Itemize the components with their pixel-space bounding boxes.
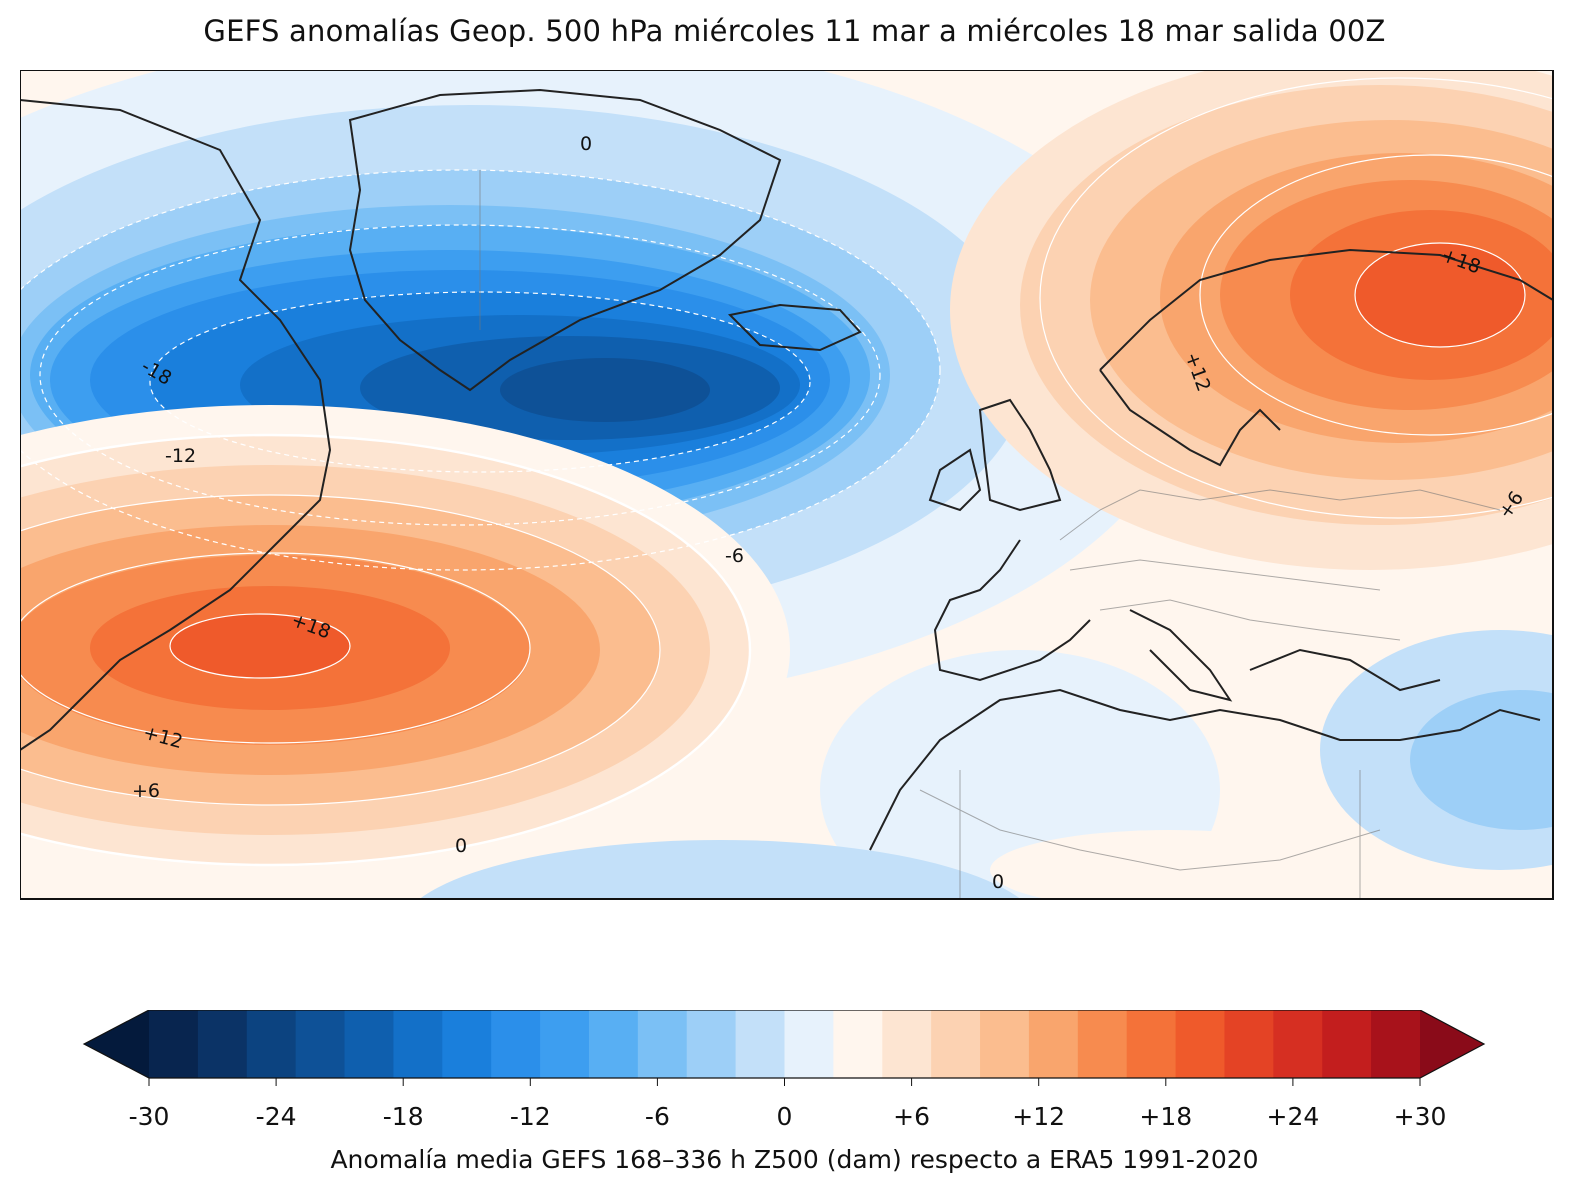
colorbar-tick-label: -18: [382, 1102, 424, 1131]
colorbar-segment: [735, 1010, 785, 1078]
contour-label: +6: [132, 780, 160, 802]
weak-trough: [1410, 690, 1553, 830]
contour-line: [1199, 154, 1573, 436]
colorbar-segment: [1322, 1010, 1372, 1078]
balkans-coast: [1249, 648, 1441, 692]
contour-line: [1039, 77, 1573, 519]
map-frame: [20, 70, 1554, 900]
weak-ridge: [990, 830, 1350, 899]
colorbar-segment: [980, 1010, 1030, 1078]
colorbar-segment: [491, 1010, 541, 1078]
ireland-coast: [928, 448, 982, 512]
contour-layer: [20, 77, 1573, 867]
colorbar-segment: [393, 1010, 443, 1078]
map-title: GEFS anomalías Geop. 500 hPa miércoles 1…: [203, 14, 1386, 48]
border-layer: [479, 170, 1501, 899]
contour-line: [20, 552, 531, 744]
colorbar-segment: [1077, 1010, 1128, 1078]
contour-label: 0: [580, 133, 592, 155]
colorbar-tick-label: -24: [255, 1102, 297, 1131]
colorbar-segment: [344, 1010, 394, 1078]
scandinavia-north-coast: [1099, 248, 1554, 371]
contour-line: [1354, 242, 1526, 348]
colorbar: -30 -24 -18 -12 -6 0 +6 +12 +18 +24 +30: [80, 1009, 1510, 1170]
colorbar-segment: [442, 1010, 492, 1078]
iberia-coast: [933, 539, 1091, 682]
colorbar-segment: [149, 1010, 199, 1078]
colorbar-segment: [540, 1010, 590, 1078]
anomaly-map: 0 -18 -12 -6 +18 +12 +6 0 0 +18 +12 +6: [20, 70, 1573, 911]
trough-core: [500, 358, 710, 422]
country-border: [919, 789, 1381, 871]
colorbar-segment: [882, 1010, 932, 1078]
colorbar-segment: [784, 1010, 834, 1078]
zero-contour: [20, 433, 752, 867]
colorbar-tick-label: +30: [1393, 1102, 1447, 1131]
contour-line: [169, 613, 351, 679]
italy-coast: [1129, 609, 1233, 702]
colorbar-label: Anomalía media GEFS 168–336 h Z500 (dam)…: [330, 1145, 1259, 1174]
colorbar-tick-label: -12: [509, 1102, 551, 1131]
colorbar-segment: [686, 1010, 737, 1078]
ridge-core: [170, 614, 350, 678]
colorbar-segment: [1175, 1010, 1225, 1078]
colorbar-tick-label: +24: [1266, 1102, 1320, 1131]
colorbar-tick-label: -6: [644, 1102, 670, 1131]
colorbar-tick-label: -30: [128, 1102, 170, 1131]
colorbar-tick-label: +6: [893, 1102, 931, 1131]
coastline-layer: [20, 88, 1554, 851]
contour-label: 0: [992, 871, 1004, 893]
colorbar-segment: [637, 1010, 688, 1078]
colorbar-segment: [197, 1010, 248, 1078]
greenland-coast: [348, 88, 782, 392]
colorbar-segment: [1126, 1010, 1177, 1078]
contour-line: [39, 224, 881, 526]
anomaly-map-svg: 0 -18 -12 -6 +18 +12 +6 0 0 +18 +12 +6: [20, 70, 1573, 900]
contour-line: [20, 494, 661, 806]
colorbar-tick-label: +12: [1012, 1102, 1066, 1131]
colorbar-over-arrow: [1420, 1010, 1484, 1078]
colorbar-segment: [1028, 1010, 1079, 1078]
colorbar-svg: [82, 1009, 1486, 1086]
scandinavia-south-coast: [1099, 369, 1281, 467]
colorbar-tick-label: +18: [1139, 1102, 1193, 1131]
weak-trough: [419, 840, 1021, 899]
country-border: [1099, 599, 1401, 641]
north-africa-coast: [869, 688, 1541, 851]
colorbar-under-arrow: [84, 1010, 149, 1078]
anomaly-fill-layer: [20, 70, 1553, 899]
colorbar-segment: [246, 1010, 297, 1078]
contour-line: [20, 169, 941, 571]
contour-label: -12: [165, 445, 196, 467]
contour-label: 0: [455, 835, 467, 857]
contour-label: -6: [725, 545, 744, 567]
colorbar-segment: [588, 1010, 639, 1078]
colorbar-segment: [1224, 1010, 1274, 1078]
colorbar-tick-label: 0: [776, 1102, 793, 1131]
country-border: [1069, 559, 1381, 591]
colorbar-segment: [833, 1010, 883, 1078]
britain-coast: [978, 398, 1062, 512]
iceland-coast: [727, 303, 862, 352]
country-border: [1059, 489, 1501, 541]
colorbar-segment: [295, 1010, 346, 1078]
colorbar-segment: [1273, 1010, 1323, 1078]
colorbar-segment: [931, 1010, 981, 1078]
north-america-coast: [20, 99, 332, 751]
colorbar-segment: [1371, 1010, 1421, 1078]
